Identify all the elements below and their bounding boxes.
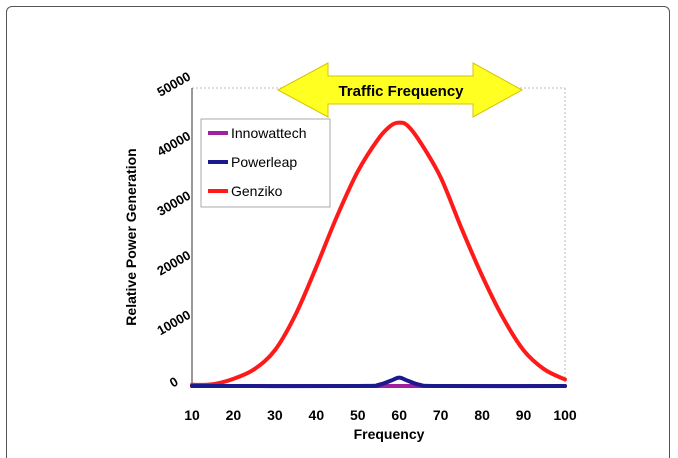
legend-label-powerleap: Powerleap <box>231 154 297 170</box>
x-tick-label: 90 <box>516 407 532 423</box>
series-line-genziko <box>190 120 567 387</box>
y-tick-label: 30000 <box>154 188 193 219</box>
series-layer <box>190 120 567 389</box>
y-tick-labels: 0 10000 20000 30000 40000 50000 <box>154 69 193 391</box>
x-tick-label: 10 <box>184 407 200 423</box>
y-tick-label: 0 <box>167 374 181 391</box>
x-tick-label: 30 <box>267 407 283 423</box>
y-tick-label: 10000 <box>154 307 193 338</box>
x-tick-label: 70 <box>433 407 449 423</box>
x-tick-label: 80 <box>474 407 490 423</box>
y-tick-label: 20000 <box>154 247 193 278</box>
x-tick-labels: 10 20 30 40 50 60 70 80 90 100 <box>184 407 577 423</box>
x-tick-label: 100 <box>553 407 577 423</box>
x-tick-label: 60 <box>391 407 407 423</box>
traffic-frequency-arrow: Traffic Frequency <box>276 62 524 118</box>
chart-frame <box>6 6 670 458</box>
x-tick-label: 40 <box>309 407 325 423</box>
y-tick-label: 40000 <box>154 128 193 159</box>
x-axis-label: Frequency <box>354 426 425 442</box>
legend-label-genziko: Genziko <box>231 183 283 199</box>
y-tick-label: 50000 <box>154 69 193 100</box>
x-tick-label: 20 <box>226 407 242 423</box>
double-arrow-shape <box>276 62 524 118</box>
series-line-powerleap <box>190 375 567 389</box>
annotation-label: Traffic Frequency <box>338 83 464 100</box>
x-tick-label: 50 <box>350 407 366 423</box>
legend-label-innowattech: Innowattech <box>231 125 307 141</box>
legend: Innowattech Powerleap Genziko <box>200 118 331 208</box>
y-axis-label: Relative Power Generation <box>123 148 139 325</box>
legend-items: Innowattech Powerleap Genziko <box>208 125 307 199</box>
